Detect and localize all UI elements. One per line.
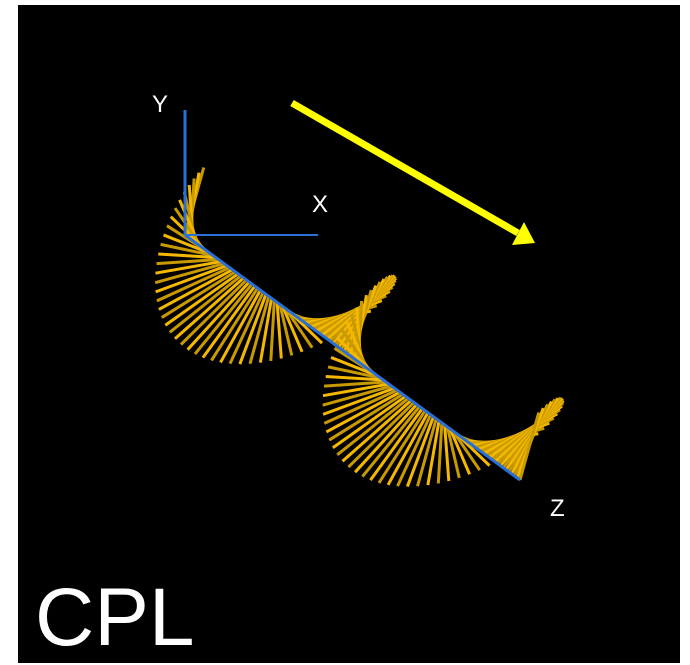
caption: CPL [35, 572, 195, 663]
x-axis-label: X [312, 191, 328, 218]
z-axis-label: Z [550, 495, 565, 522]
diagram: Y X Z CPL [0, 0, 690, 665]
y-axis-label: Y [152, 91, 168, 118]
page: Y X Z CPL (() => { const data = JSON.par… [0, 0, 690, 665]
